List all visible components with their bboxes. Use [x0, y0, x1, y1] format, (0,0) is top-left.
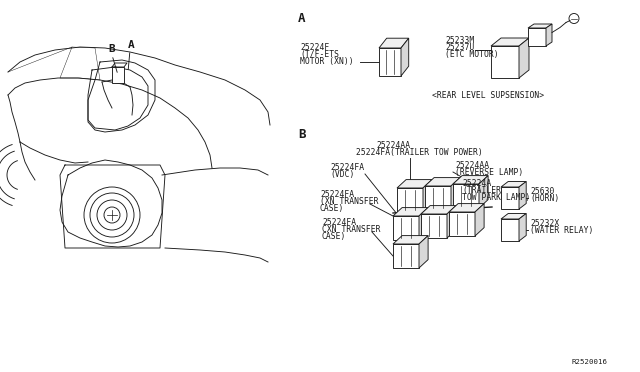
Text: CXN TRANSFER: CXN TRANSFER [322, 225, 381, 234]
Text: 25224AA: 25224AA [455, 161, 489, 170]
Polygon shape [379, 38, 409, 48]
Polygon shape [519, 38, 529, 78]
Bar [453, 184, 479, 208]
Text: 25630: 25630 [530, 187, 554, 196]
Text: 25232X: 25232X [530, 219, 559, 228]
Text: 25224AA: 25224AA [376, 141, 410, 150]
Text: A: A [298, 12, 305, 25]
Text: (TRAILER: (TRAILER [462, 186, 501, 195]
Bar [501, 219, 519, 241]
Text: 25224FA: 25224FA [320, 190, 354, 199]
Text: A: A [128, 40, 135, 50]
Text: (XN TRANSFER: (XN TRANSFER [320, 197, 378, 206]
Polygon shape [451, 177, 460, 210]
Polygon shape [393, 235, 428, 244]
Text: <REAR LEVEL SUPSENSION>: <REAR LEVEL SUPSENSION> [432, 91, 544, 100]
Polygon shape [449, 203, 484, 212]
Text: (REVERSE LAMP): (REVERSE LAMP) [455, 168, 524, 177]
Text: (WATER RELAY): (WATER RELAY) [530, 226, 593, 235]
Polygon shape [528, 24, 552, 28]
Polygon shape [501, 214, 526, 219]
Text: 25224FA: 25224FA [322, 218, 356, 227]
Polygon shape [401, 38, 409, 76]
Polygon shape [419, 208, 428, 240]
Text: B: B [108, 44, 115, 54]
Text: R2520016: R2520016 [572, 359, 608, 365]
Text: 25224FA(TRAILER TOW POWER): 25224FA(TRAILER TOW POWER) [356, 148, 483, 157]
Polygon shape [501, 182, 526, 187]
Polygon shape [447, 206, 456, 238]
Text: 25224F: 25224F [300, 43, 329, 52]
Text: (T/F-ETS: (T/F-ETS [300, 50, 339, 59]
Bar [425, 186, 451, 210]
Bar [112, 67, 124, 83]
Text: TOW PARK LAMP): TOW PARK LAMP) [462, 193, 531, 202]
Bar [421, 214, 447, 238]
Polygon shape [519, 214, 526, 241]
Bar [491, 46, 519, 78]
Polygon shape [479, 176, 488, 208]
Bar [393, 216, 419, 240]
Polygon shape [475, 203, 484, 236]
Text: B: B [298, 128, 305, 141]
Polygon shape [425, 177, 460, 186]
Bar [449, 212, 475, 236]
Text: MOTOR (XN)): MOTOR (XN)) [300, 57, 354, 66]
Text: (VDC): (VDC) [330, 170, 355, 179]
Bar [393, 244, 419, 268]
Text: 25237U: 25237U [445, 43, 474, 52]
Polygon shape [397, 180, 432, 188]
Polygon shape [421, 206, 456, 214]
Polygon shape [393, 208, 428, 216]
Polygon shape [423, 180, 432, 212]
Polygon shape [419, 235, 428, 268]
Bar [528, 28, 546, 46]
Polygon shape [546, 24, 552, 46]
Bar [501, 187, 519, 209]
Bar [397, 188, 423, 212]
Text: 25224A: 25224A [462, 179, 492, 188]
Text: (HORN): (HORN) [530, 194, 559, 203]
Bar [379, 48, 401, 76]
Text: 25224FA: 25224FA [330, 163, 364, 172]
Polygon shape [519, 182, 526, 209]
Polygon shape [453, 176, 488, 184]
Text: CASE): CASE) [322, 232, 346, 241]
Polygon shape [491, 38, 529, 46]
Text: (ETC MOTOR): (ETC MOTOR) [445, 50, 499, 59]
Text: 25233M: 25233M [445, 36, 474, 45]
Text: CASE): CASE) [320, 204, 344, 213]
